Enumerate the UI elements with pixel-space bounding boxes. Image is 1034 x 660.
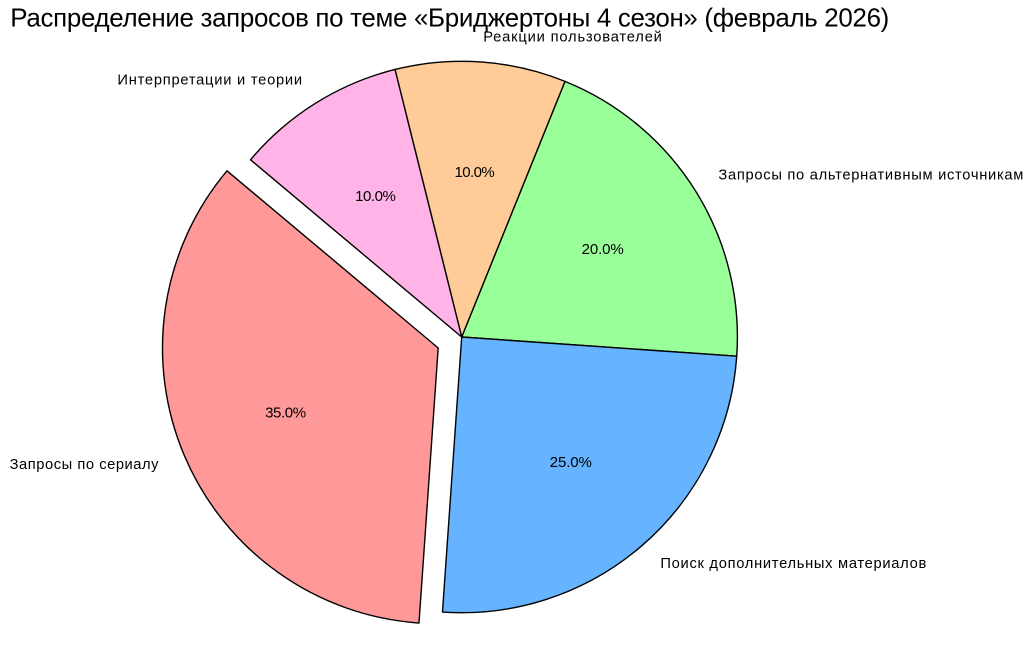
svg-text:Распределение запросов по теме: Распределение запросов по теме «Бриджерт… [10,5,889,33]
svg-text:Запросы по альтернативным исто: Запросы по альтернативным источникам [718,167,1023,183]
svg-text:Запросы по сериалу: Запросы по сериалу [10,457,160,473]
svg-text:20.0%: 20.0% [582,241,624,258]
svg-text:25.0%: 25.0% [550,454,592,471]
svg-text:10.0%: 10.0% [355,188,396,205]
svg-text:Поиск дополнительных материало: Поиск дополнительных материалов [660,556,926,572]
svg-text:35.0%: 35.0% [265,404,306,421]
svg-text:10.0%: 10.0% [454,164,494,181]
svg-text:Реакции пользователей: Реакции пользователей [483,30,662,46]
svg-text:Интерпретации и теории: Интерпретации и теории [117,73,302,89]
